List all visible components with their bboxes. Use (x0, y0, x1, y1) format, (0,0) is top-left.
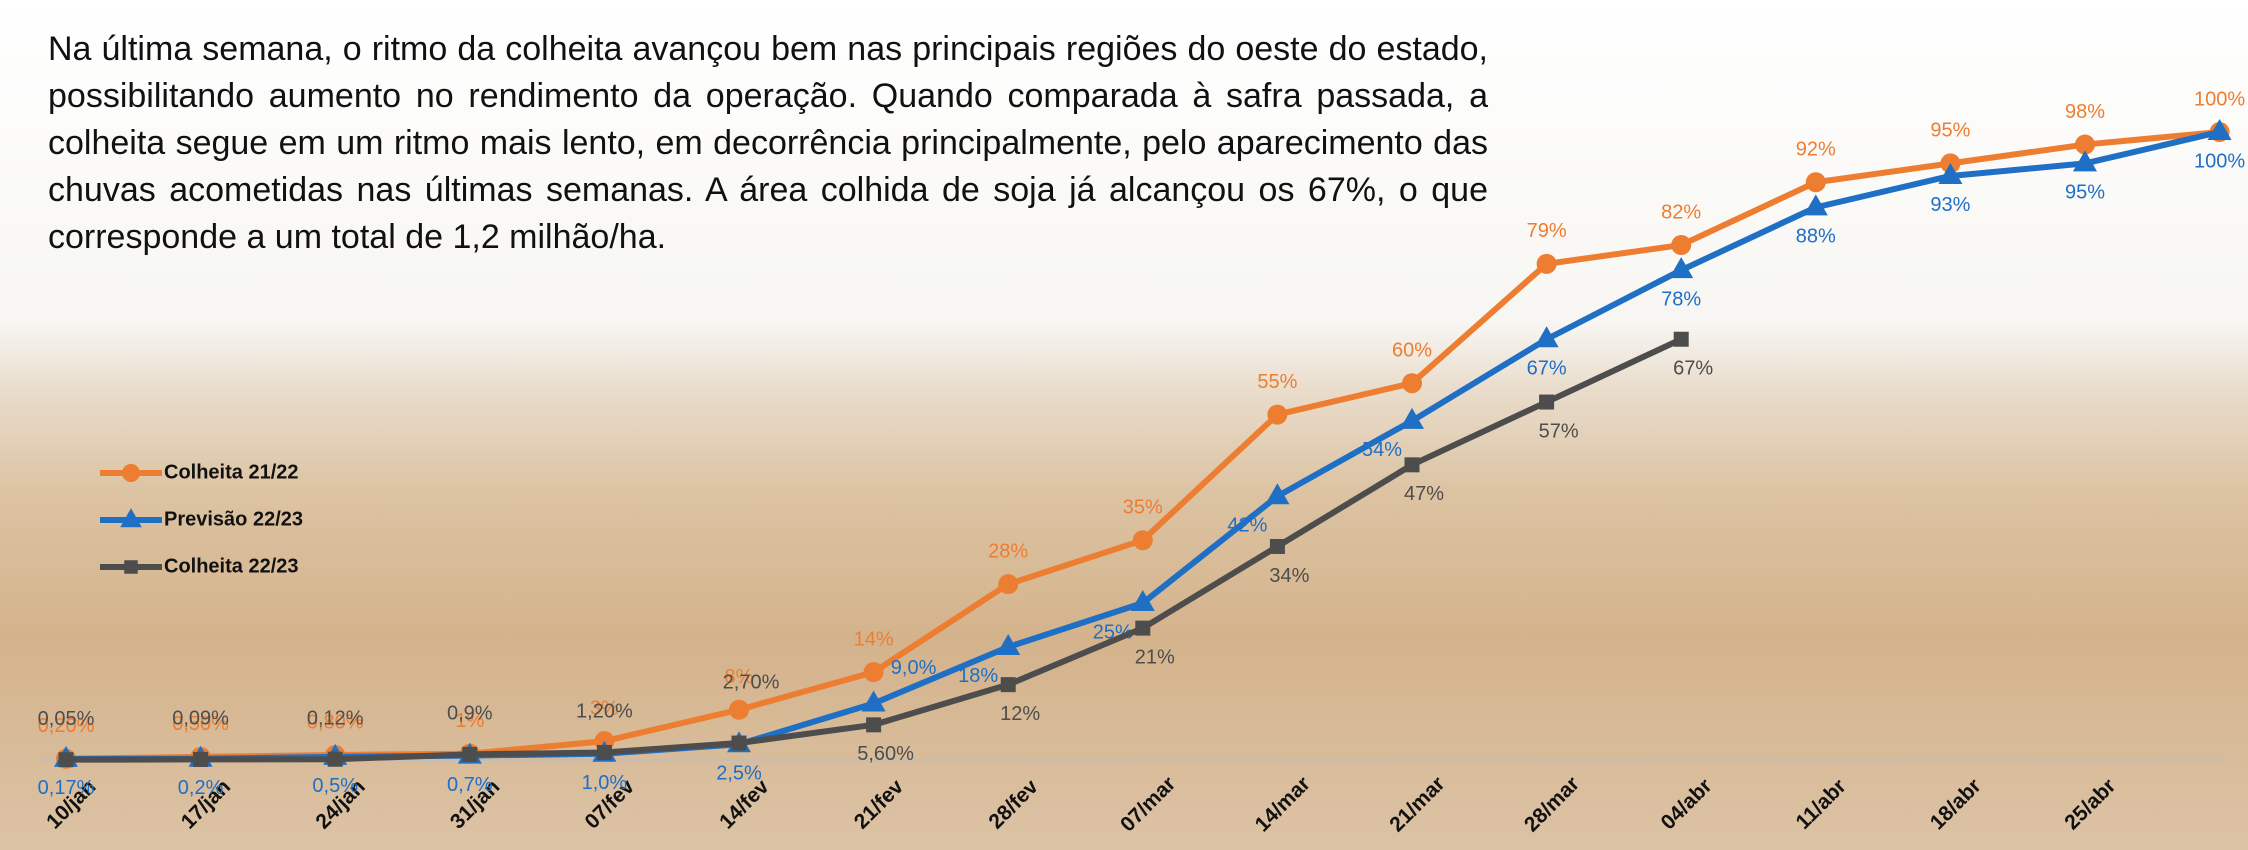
value-label: 55% (1257, 371, 1297, 393)
point (1537, 254, 1557, 274)
point (1402, 373, 1422, 393)
x-tick-label: 14/mar (1251, 772, 1315, 836)
value-label: 67% (1673, 358, 1713, 380)
value-label: 0,5% (312, 775, 358, 797)
legend-label: Colheita 21/22 (164, 461, 299, 483)
x-tick-label: 28/mar (1520, 772, 1584, 836)
value-label: 28% (988, 540, 1028, 562)
value-label: 93% (1930, 194, 1970, 216)
chart: 10/jan17/jan24/jan31/jan07/fev14/fev21/f… (0, 0, 2248, 850)
point (193, 752, 208, 767)
value-label: 2,70% (723, 671, 780, 693)
point (1674, 332, 1689, 347)
value-label: 60% (1392, 339, 1432, 361)
x-tick-label: 11/abr (1792, 775, 1851, 834)
value-label: 98% (2065, 101, 2105, 123)
value-label: 47% (1404, 483, 1444, 505)
legend-marker (124, 560, 138, 574)
value-label: 0,2% (178, 777, 224, 799)
point (1806, 172, 1826, 192)
value-label: 14% (854, 628, 894, 650)
point (462, 747, 477, 762)
point (1405, 457, 1420, 472)
value-label: 95% (2065, 182, 2105, 204)
x-tick-label: 21/mar (1385, 772, 1449, 836)
value-label: 0,05% (38, 708, 95, 730)
point (864, 662, 884, 682)
value-label: 12% (1000, 703, 1040, 725)
value-label: 42% (1227, 515, 1267, 537)
point (998, 574, 1018, 594)
x-tick-label: 25/abr (2060, 774, 2120, 834)
value-label: 79% (1527, 220, 1567, 242)
x-tick-label: 04/abr (1657, 774, 1717, 834)
value-label: 1,0% (582, 772, 628, 794)
value-label: 0,9% (447, 703, 493, 725)
point (732, 736, 747, 751)
point (1671, 235, 1691, 255)
value-label: 95% (1930, 120, 1970, 142)
point (729, 700, 749, 720)
point (328, 752, 343, 767)
value-label: 0,12% (307, 708, 364, 730)
point (1001, 677, 1016, 692)
value-label: 0,17% (38, 777, 95, 799)
value-label: 0,7% (447, 774, 493, 796)
legend-label: Previsão 22/23 (164, 508, 303, 530)
point (1267, 405, 1287, 425)
point (1270, 539, 1285, 554)
legend-marker (122, 464, 140, 482)
value-label: 78% (1661, 288, 1701, 310)
page: Na última semana, o ritmo da colheita av… (0, 0, 2248, 850)
value-label: 21% (1135, 646, 1175, 668)
value-label: 100% (2194, 150, 2245, 172)
value-label: 88% (1796, 226, 1836, 248)
value-label: 9,0% (891, 657, 937, 679)
value-label: 34% (1269, 565, 1309, 587)
value-label: 5,60% (857, 743, 914, 765)
value-label: 18% (958, 665, 998, 687)
value-label: 92% (1796, 139, 1836, 161)
point (59, 752, 74, 767)
legend-label: Colheita 22/23 (164, 555, 299, 577)
value-label: 67% (1527, 358, 1567, 380)
point (597, 745, 612, 760)
x-tick-label: 07/mar (1116, 772, 1180, 836)
point (866, 717, 881, 732)
value-label: 100% (2194, 88, 2245, 110)
x-tick-label: 28/fev (984, 775, 1043, 834)
value-label: 82% (1661, 201, 1701, 223)
point (1135, 621, 1150, 636)
value-label: 2,5% (716, 763, 762, 785)
x-tick-label: 21/fev (850, 775, 909, 834)
value-label: 35% (1123, 496, 1163, 518)
x-tick-label: 18/abr (1926, 774, 1986, 834)
value-label: 54% (1362, 439, 1402, 461)
value-label: 1,20% (576, 701, 633, 723)
value-label: 57% (1539, 420, 1579, 442)
point (1539, 395, 1554, 410)
point (1133, 530, 1153, 550)
value-label: 0,09% (172, 708, 229, 730)
